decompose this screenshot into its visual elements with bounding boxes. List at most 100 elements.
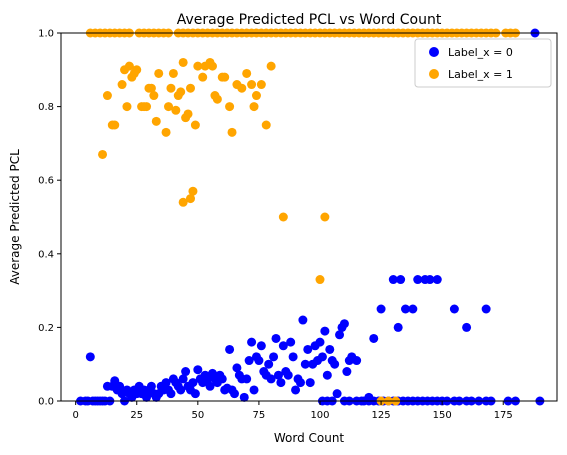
scatter-point-label-0 — [217, 374, 227, 384]
y-tick-label: 0.6 — [38, 176, 54, 187]
scatter-point-label-0 — [342, 367, 352, 377]
scatter-point-label-1 — [166, 83, 176, 93]
scatter-point-label-0 — [264, 359, 274, 369]
scatter-point-label-0 — [330, 359, 340, 369]
scatter-point-label-0 — [193, 365, 203, 375]
scatter-point-label-1 — [266, 61, 276, 71]
legend-frame — [414, 38, 552, 88]
scatter-point-label-0 — [401, 304, 411, 314]
scatter-point-label-0 — [247, 337, 257, 347]
x-tick-label: 100 — [310, 410, 329, 421]
scatter-point-label-1 — [161, 127, 171, 137]
scatter-point-label-1 — [110, 120, 120, 130]
scatter-point-label-0 — [325, 344, 335, 354]
scatter-point-label-0 — [393, 322, 403, 332]
scatter-point-label-0 — [317, 352, 327, 362]
scatter-point-label-1 — [186, 83, 195, 93]
scatter-point-label-1 — [122, 102, 132, 112]
scatter-point-label-0 — [481, 304, 491, 314]
y-tick-label: 0.0 — [38, 397, 54, 408]
scatter-point-label-0 — [286, 337, 296, 347]
scatter-point-label-1 — [198, 72, 208, 82]
legend-label-1: Label_x = 1 — [448, 68, 513, 81]
scatter-point-label-0 — [315, 337, 325, 347]
chart-title: Average Predicted PCL vs Word Count — [177, 12, 442, 28]
scatter-point-label-1 — [164, 102, 174, 112]
scatter-point-label-0 — [408, 304, 418, 314]
y-tick-label: 0.4 — [38, 249, 54, 260]
plot-area — [60, 28, 558, 406]
scatter-point-label-0 — [271, 333, 281, 343]
scatter-point-label-0 — [369, 333, 379, 343]
scatter-point-label-0 — [352, 356, 362, 366]
scatter-point-label-0 — [242, 374, 252, 384]
scatter-point-label-0 — [322, 370, 332, 380]
scatter-point-label-1 — [190, 120, 200, 130]
scatter-point-label-0 — [166, 389, 176, 399]
scatter-point-label-0 — [161, 378, 171, 388]
scatter-point-label-1 — [183, 109, 193, 119]
scatter-point-label-1 — [261, 120, 271, 130]
scatter-point-label-0 — [254, 356, 264, 366]
legend-marker-label-1 — [429, 69, 439, 79]
scatter-point-label-0 — [273, 370, 283, 380]
y-axis-label: Average Predicted PCL — [8, 149, 22, 285]
scatter-point-label-0 — [244, 356, 254, 366]
scatter-point-label-0 — [85, 352, 95, 362]
scatter-point-label-1 — [171, 105, 181, 115]
scatter-point-label-1 — [124, 61, 134, 71]
scatter-point-label-0 — [288, 352, 298, 362]
scatter-point-label-0 — [413, 275, 423, 285]
legend-label-0: Label_x = 0 — [448, 46, 513, 59]
scatter-point-label-0 — [320, 326, 330, 336]
scatter-point-label-1 — [249, 102, 259, 112]
scatter-point-label-0 — [266, 374, 276, 384]
scatter-point-label-1 — [242, 68, 252, 78]
scatter-point-label-0 — [178, 374, 188, 384]
x-tick-label: 175 — [494, 410, 513, 421]
scatter-point-label-1 — [149, 91, 159, 101]
scatter-point-label-0 — [449, 304, 459, 314]
x-tick-label: 125 — [372, 410, 391, 421]
scatter-point-label-0 — [276, 378, 286, 388]
scatter-point-label-1 — [98, 149, 108, 159]
x-axis-label: Word Count — [274, 431, 345, 445]
scatter-point-label-0 — [335, 330, 345, 340]
scatter-point-label-0 — [283, 370, 293, 380]
scatter-point-label-0 — [239, 392, 249, 402]
scatter-point-label-0 — [332, 389, 342, 399]
scatter-point-label-1 — [320, 212, 330, 222]
x-tick-label: 150 — [433, 410, 452, 421]
scatter-point-label-1 — [227, 127, 237, 137]
scatter-point-label-0 — [249, 385, 259, 395]
scatter-point-label-0 — [376, 304, 386, 314]
scatter-point-label-0 — [205, 381, 215, 391]
scatter-point-label-0 — [176, 385, 186, 395]
scatter-point-label-0 — [388, 275, 398, 285]
scatter-point-label-1 — [132, 65, 142, 75]
scatter-point-label-0 — [295, 378, 305, 388]
plot-frame — [60, 32, 558, 402]
y-tick-label: 1.0 — [38, 29, 54, 40]
scatter-point-label-1 — [225, 102, 235, 112]
scatter-point-label-0 — [432, 275, 442, 285]
scatter-point-label-0 — [291, 385, 301, 395]
scatter-point-label-1 — [117, 80, 127, 90]
scatter-point-label-0 — [229, 389, 239, 399]
scatter-point-label-1 — [256, 80, 266, 90]
scatter-point-label-0 — [339, 319, 349, 329]
x-tick-label: 75 — [253, 410, 266, 421]
scatter-point-label-0 — [298, 315, 308, 325]
scatter-point-label-0 — [256, 341, 266, 351]
scatter-point-label-0 — [142, 392, 152, 402]
x-tick-label: 0 — [72, 410, 78, 421]
scatter-point-label-1 — [207, 61, 217, 71]
y-axis-ticks: 0.0 0.2 0.4 0.6 0.8 1.0 — [38, 29, 61, 408]
scatter-point-label-0 — [232, 363, 242, 373]
scatter-point-label-1 — [168, 68, 178, 78]
scatter-point-label-1 — [102, 91, 112, 101]
scatter-point-label-1 — [186, 194, 195, 204]
scatter-point-label-1 — [212, 94, 222, 104]
scatter-point-label-0 — [146, 381, 156, 391]
